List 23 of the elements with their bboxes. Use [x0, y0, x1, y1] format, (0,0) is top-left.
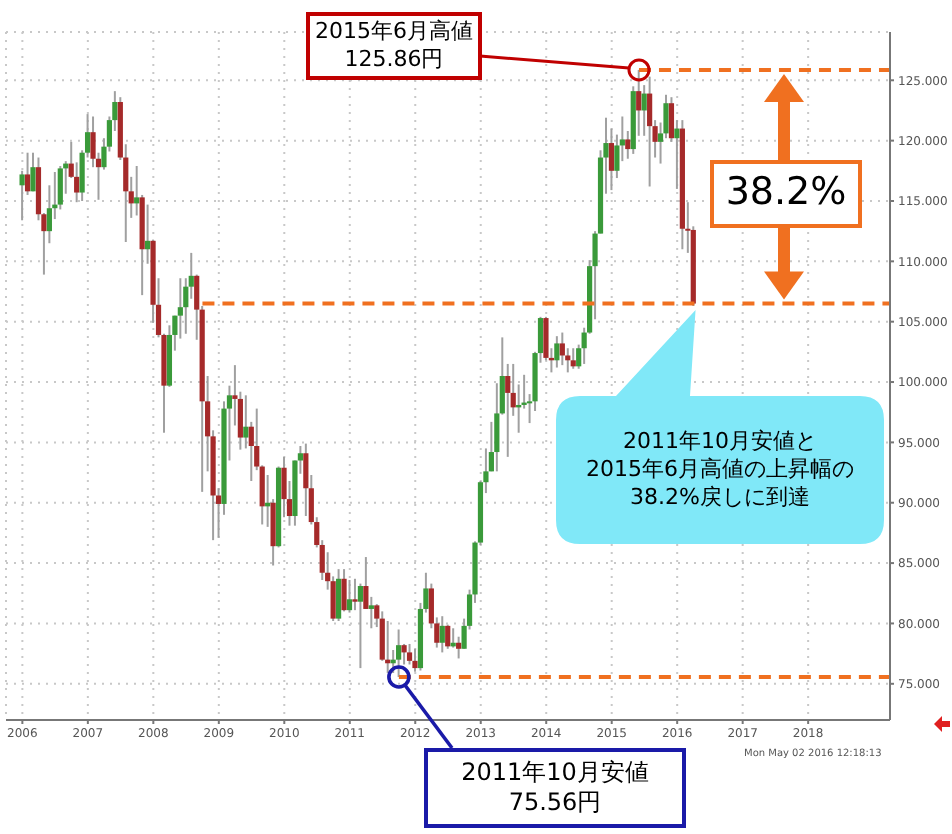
candlestick: [335, 568, 342, 623]
candlestick: [439, 615, 445, 654]
annotation: 2011年10月安値 75.56円: [459, 758, 651, 818]
candlestick: [341, 568, 347, 613]
candlestick: [554, 335, 560, 369]
candlestick: [636, 68, 642, 137]
candlestick: [559, 331, 565, 367]
annotation: 2015年6月高値 125.86円: [310, 18, 478, 73]
candlestick: [57, 164, 63, 211]
candlestick: [368, 595, 374, 630]
annotation: 2011年10月安値と 2015年6月高値の上昇幅の 38.2%戻しに到達: [584, 428, 856, 512]
candlestick: [396, 628, 402, 679]
candlestick: [445, 623, 451, 650]
candlestick: [647, 75, 653, 188]
candlestick: [456, 635, 462, 660]
candlestick: [570, 347, 576, 370]
candlestick: [346, 578, 353, 614]
candlestick: [303, 442, 309, 518]
candlestick: [357, 582, 364, 670]
annotation: 38.2%: [710, 160, 862, 228]
candlestick: [19, 169, 25, 222]
candlestick: [406, 642, 413, 666]
candlestick: [505, 362, 511, 458]
